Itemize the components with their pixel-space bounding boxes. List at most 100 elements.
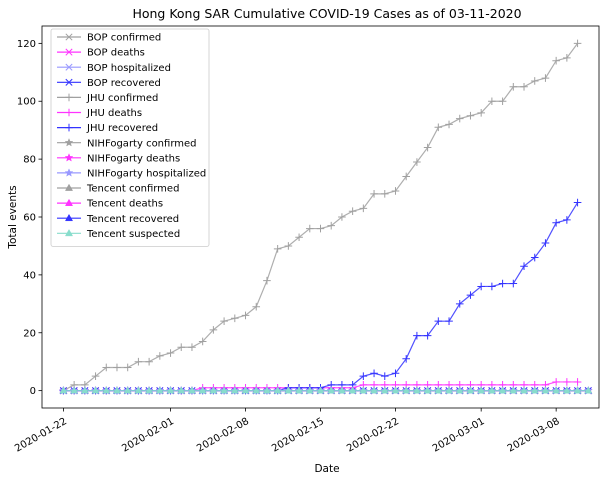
data-point: [145, 386, 154, 394]
data-point: [348, 386, 357, 394]
y-tick-label: 100: [17, 97, 36, 108]
legend-item: Tencent recovered: [57, 214, 179, 225]
legend-marker: [65, 48, 73, 56]
data-point: [370, 190, 378, 198]
data-point: [541, 239, 550, 247]
data-point: [402, 386, 411, 394]
data-point: [552, 386, 561, 394]
legend-item: JHU deaths: [57, 108, 142, 119]
data-point: [498, 97, 507, 106]
data-point: [380, 190, 389, 198]
data-point: [295, 233, 303, 242]
legend-label: Tencent deaths: [86, 199, 163, 210]
data-point: [434, 317, 443, 325]
data-point: [113, 363, 121, 372]
data-point: [338, 213, 346, 221]
data-point: [209, 326, 218, 334]
data-point: [262, 386, 271, 394]
data-point: [359, 386, 368, 394]
data-point: [102, 386, 111, 394]
data-point: [166, 349, 175, 357]
x-tick-label: 2020-02-15: [270, 416, 326, 455]
data-point: [305, 386, 314, 394]
data-point: [134, 386, 143, 394]
legend-item: NIHFogarty confirmed: [57, 137, 197, 149]
x-axis-label: Date: [314, 463, 339, 475]
legend-marker: [65, 108, 73, 117]
data-point: [145, 357, 153, 366]
data-point: [102, 363, 111, 372]
data-point: [509, 82, 518, 91]
data-point: [455, 386, 464, 394]
data-point: [573, 386, 582, 394]
y-tick-label: 120: [17, 39, 36, 50]
data-point: [220, 317, 228, 325]
legend-label: BOP hospitalized: [87, 63, 171, 74]
x-tick-label: 2020-01-22: [13, 416, 69, 455]
data-point: [252, 386, 261, 394]
legend-label: Tencent suspected: [86, 229, 180, 240]
data-point: [70, 386, 79, 394]
data-point: [80, 386, 89, 394]
legend-item: BOP recovered: [57, 78, 161, 89]
data-point: [188, 343, 196, 352]
legend-item: BOP deaths: [57, 48, 145, 59]
legend: BOP confirmed BOP deaths BOP hospitalized B…: [50, 28, 210, 247]
data-point: [305, 224, 314, 233]
x-tick-label: 2020-03-01: [431, 416, 487, 455]
data-point: [327, 221, 336, 230]
data-point: [91, 386, 100, 394]
legend-marker: [64, 228, 74, 237]
x-tick-label: 2020-02-01: [120, 416, 176, 455]
chart-title: Hong Kong SAR Cumulative COVID-19 Cases …: [132, 6, 521, 21]
legend-item: JHU recovered: [57, 123, 158, 134]
data-point: [220, 386, 229, 394]
data-point: [530, 386, 539, 394]
data-point: [391, 187, 400, 195]
data-point: [177, 386, 186, 394]
data-point: [123, 386, 132, 394]
data-point: [273, 386, 282, 394]
legend-marker: [64, 137, 74, 147]
legend-label: JHU confirmed: [86, 93, 158, 104]
legend-item: NIHFogarty hospitalized: [57, 168, 206, 180]
data-point: [520, 262, 528, 270]
data-point: [273, 245, 282, 253]
data-point: [519, 386, 529, 394]
legend-label: Tencent recovered: [86, 214, 179, 225]
data-point: [348, 207, 357, 216]
data-point: [134, 357, 143, 366]
data-point: [241, 311, 250, 320]
data-point: [187, 386, 196, 394]
data-point: [552, 218, 560, 227]
legend-item: Tencent suspected: [57, 229, 180, 240]
data-point: [477, 109, 485, 117]
legend-marker: [65, 33, 73, 41]
data-point: [455, 300, 464, 308]
data-point: [477, 282, 485, 291]
data-point: [466, 291, 475, 299]
x-tick-label: 2020-03-08: [506, 416, 562, 455]
data-point: [487, 386, 496, 394]
data-point: [359, 372, 368, 380]
legend-label: JHU deaths: [86, 108, 142, 119]
data-point: [263, 276, 271, 285]
data-point: [327, 386, 336, 394]
data-point: [541, 386, 550, 394]
data-point: [445, 317, 453, 325]
data-point: [412, 386, 421, 394]
y-tick-label: 20: [23, 328, 36, 339]
y-tick-label: 0: [30, 386, 36, 397]
data-point: [123, 363, 132, 372]
data-point: [402, 172, 410, 181]
data-point: [370, 369, 378, 378]
data-point: [563, 54, 571, 62]
legend-item: NIHFogarty deaths: [57, 153, 180, 164]
y-tick-label: 40: [23, 270, 36, 281]
plot-area: [58, 39, 593, 395]
data-point: [316, 386, 325, 394]
legend-label: NIHFogarty confirmed: [87, 138, 197, 149]
data-point: [466, 111, 475, 120]
data-point: [198, 386, 207, 394]
